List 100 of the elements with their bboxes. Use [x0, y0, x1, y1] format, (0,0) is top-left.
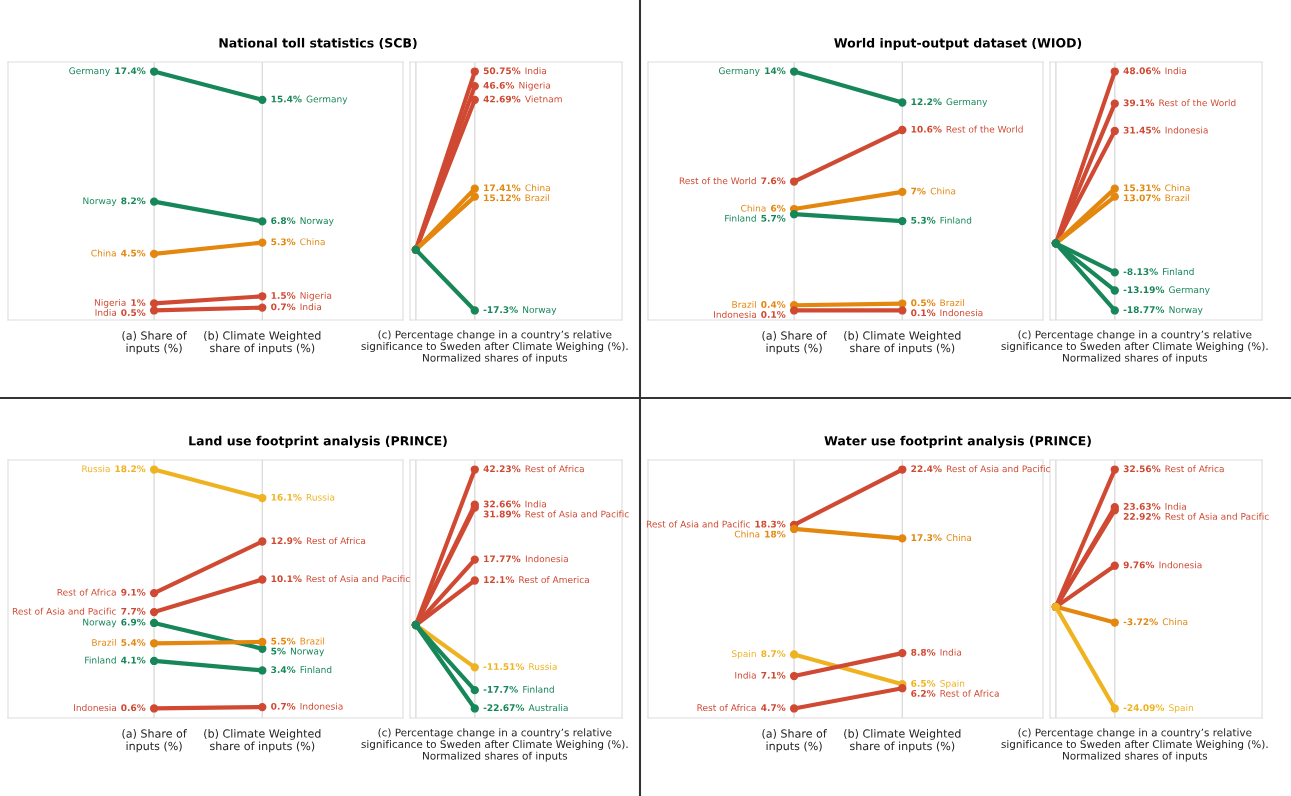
- data-label: 17.77%: [484, 555, 521, 563]
- text: Brazil: [732, 300, 756, 308]
- data-label: -3.72%: [1123, 618, 1158, 626]
- text: Brazil: [92, 638, 116, 646]
- data-label: 22.4%: [911, 465, 942, 473]
- x-tick-label: (a) Share of inputs (%): [762, 729, 827, 753]
- text: Russia: [306, 493, 335, 501]
- data-label: -24.09%: [1123, 704, 1165, 712]
- text: Rest of the World: [679, 177, 756, 185]
- text: Russia: [529, 663, 557, 670]
- data-label: 0.4%: [761, 301, 786, 308]
- data-label: 9.76%: [1123, 561, 1155, 569]
- text: Finland: [300, 666, 332, 674]
- x-axis-title: (c) Percentage change in a country’s relative significance to Sweden after Climate Weighing (%). Normalized shares of inputs: [1001, 728, 1268, 762]
- text: Finland: [940, 216, 972, 224]
- data-label: 13.07%: [1124, 194, 1161, 202]
- text: Indonesia: [300, 702, 343, 710]
- text: Spain: [940, 679, 965, 689]
- data-label: 8.2%: [121, 197, 146, 205]
- data-label: -8.13%: [1123, 268, 1158, 276]
- text: India: [525, 67, 546, 75]
- text: Rest of Asia and Pacific: [646, 520, 750, 528]
- data-label: -22.67%: [483, 704, 525, 712]
- data-label: 7.7%: [121, 607, 146, 615]
- data-label: 16.1%: [271, 493, 302, 501]
- text: Rest of Africa: [57, 588, 116, 596]
- x-tick-label: (a) Share of inputs (%): [762, 331, 827, 355]
- text: China: [946, 534, 972, 542]
- data-label: -17.3%: [483, 306, 518, 314]
- text: India: [735, 671, 756, 679]
- text: Brazil: [1165, 194, 1189, 202]
- text: Brazil: [940, 299, 964, 307]
- data-label: 32.66%: [483, 500, 521, 508]
- text: Rest of Asia and Pacific: [946, 465, 1050, 473]
- text: Nigeria: [94, 299, 126, 308]
- data-label: 7.1%: [761, 671, 786, 679]
- data-label: 17.3%: [911, 534, 942, 542]
- data-label: 15.31%: [1124, 184, 1161, 192]
- text: Germany: [1169, 286, 1210, 295]
- text: Rest of Asia and Pacific: [306, 575, 410, 583]
- text: Nigeria: [300, 291, 332, 301]
- data-label: 18%: [765, 530, 786, 538]
- text: Norway: [1169, 306, 1203, 315]
- x-tick-label: (b) Climate Weighted share of inputs (%): [204, 331, 321, 355]
- text: China: [525, 184, 550, 192]
- data-label: 3.4%: [271, 666, 296, 674]
- x-tick-label: (a) Share of inputs (%): [122, 729, 187, 753]
- data-label: 31.89%: [483, 510, 521, 518]
- data-label: 22.92%: [1123, 513, 1161, 520]
- text: Indonesia: [1165, 126, 1208, 134]
- text: India: [300, 303, 322, 311]
- data-label: 4.7%: [761, 704, 786, 712]
- data-label: 5.7%: [761, 214, 786, 222]
- data-label: 50.75%: [483, 67, 521, 75]
- data-label: 6.5%: [911, 679, 936, 687]
- data-label: -18.77%: [1123, 306, 1165, 314]
- data-label: 10.1%: [271, 575, 302, 583]
- text: India: [95, 309, 117, 316]
- data-label: 8.7%: [761, 650, 786, 658]
- data-label: 0.5%: [911, 299, 936, 307]
- text: Vietnam: [524, 95, 562, 103]
- text: Norway: [83, 618, 117, 628]
- text: Germany: [69, 67, 110, 76]
- text: Norway: [523, 306, 557, 315]
- data-label: 17.41%: [484, 184, 521, 192]
- data-label: 12.1%: [484, 576, 515, 584]
- data-label: 31.45%: [1123, 126, 1161, 134]
- data-label: 1%: [131, 299, 146, 306]
- data-label: 9.1%: [121, 588, 146, 596]
- text: Finland: [523, 685, 554, 693]
- data-label: 17.4%: [115, 67, 146, 75]
- x-tick-label: (b) Climate Weighted share of inputs (%): [844, 729, 961, 753]
- text: India: [1165, 67, 1186, 75]
- text: Indonesia: [1159, 561, 1202, 569]
- text: Rest of Africa: [697, 704, 756, 712]
- x-tick-label: (b) Climate Weighted share of inputs (%): [204, 729, 321, 753]
- data-label: 0.7%: [271, 702, 296, 710]
- data-label: 10.6%: [911, 125, 942, 133]
- text: Spain: [1169, 704, 1193, 713]
- text: China: [930, 187, 956, 195]
- text: Norway: [83, 197, 117, 206]
- chart-title: Water use footprint analysis (PRINCE): [824, 435, 1091, 448]
- text: Norway: [300, 217, 334, 226]
- text: Rest of Asia and Pacific: [525, 510, 629, 518]
- data-label: 4.5%: [121, 249, 146, 257]
- text: Brazil: [525, 194, 549, 202]
- data-label: 0.6%: [121, 704, 146, 712]
- text: Rest of Asia and Pacific: [1165, 512, 1269, 520]
- text: Australia: [528, 704, 568, 712]
- text: Brazil: [300, 637, 325, 645]
- data-label: -13.19%: [1123, 286, 1165, 294]
- x-tick-label: (a) Share of inputs (%): [122, 331, 187, 355]
- text: Finland: [1163, 268, 1194, 276]
- data-label: 6.8%: [271, 217, 296, 225]
- data-label: 23.63%: [1123, 503, 1161, 510]
- data-label: 12.9%: [271, 537, 302, 545]
- text: India: [940, 648, 962, 656]
- data-label: 48.06%: [1123, 67, 1161, 75]
- data-label: 5.4%: [121, 639, 146, 646]
- text: Rest of Africa: [306, 537, 366, 545]
